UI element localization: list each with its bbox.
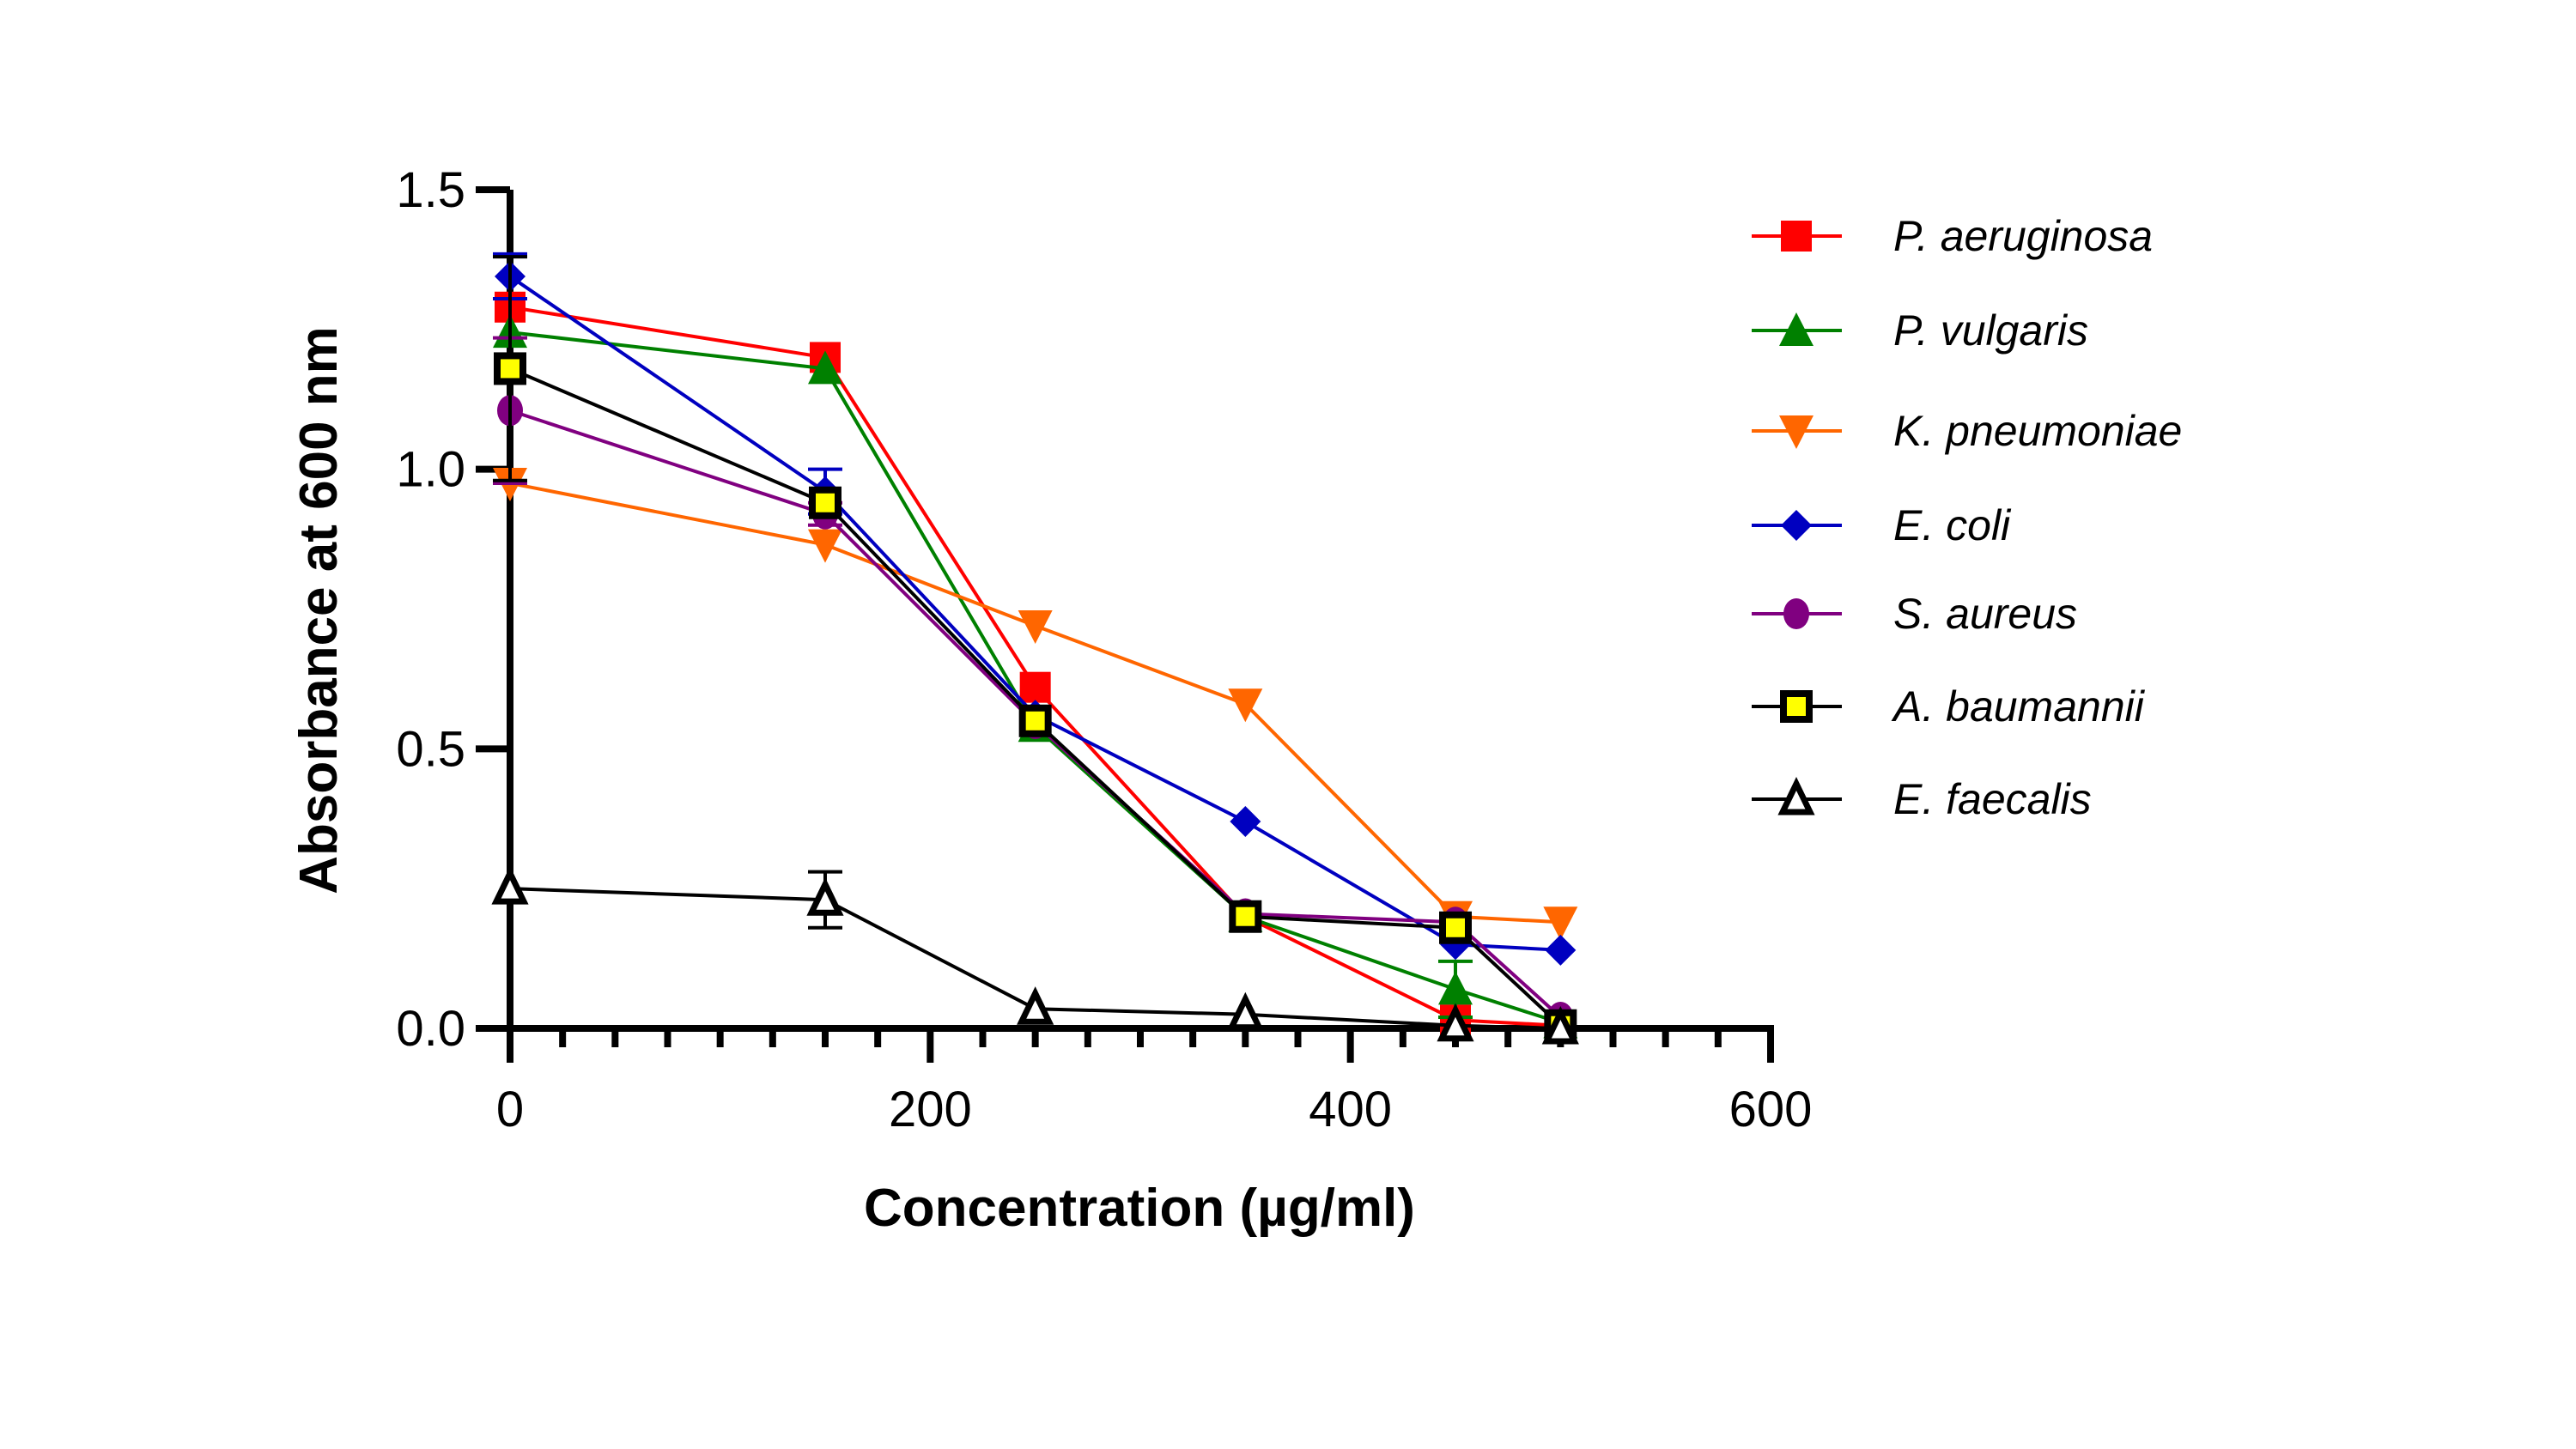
series-line [509, 367, 1562, 1028]
x-tick-label: 200 [889, 1082, 972, 1137]
legend-marker [1783, 598, 1809, 629]
legend-item: S. aureus [1752, 590, 2077, 638]
legend-marker [1777, 776, 1815, 815]
data-point [1437, 1003, 1474, 1042]
series-line [509, 330, 1561, 1025]
data-point [1439, 911, 1472, 944]
x-tick-label: 0 [496, 1082, 524, 1137]
legend-label: K. pneumoniae [1893, 407, 2182, 455]
data-point [808, 350, 842, 385]
data-point [1229, 900, 1262, 933]
legend-item: E. faecalis [1752, 775, 2092, 823]
legend-marker [1779, 415, 1814, 449]
x-tick-label: 600 [1729, 1082, 1813, 1137]
y-tick-label: 1.5 [396, 162, 465, 218]
data-point [1228, 688, 1263, 723]
data-point [494, 352, 526, 385]
legend-marker [1780, 690, 1813, 723]
data-point [809, 486, 841, 519]
legend-label: E. faecalis [1893, 775, 2092, 823]
series-line [509, 481, 1561, 925]
legend: P. aeruginosa P. vulgaris K. pneumoniae E. … [1752, 212, 2182, 823]
legend-label: P. vulgaris [1893, 306, 2088, 355]
legend-label: A. baumannii [1891, 682, 2146, 731]
data-point [1226, 991, 1264, 1031]
data-point [1543, 906, 1578, 941]
y-axis-title: Absorbance at 600 nm [289, 326, 349, 894]
legend-item: P. aeruginosa [1752, 212, 2153, 260]
x-axis-title: Concentration (µg/ml) [864, 1179, 1415, 1238]
series-layer [491, 252, 1579, 1045]
data-point [1545, 934, 1577, 966]
data-point [491, 866, 529, 905]
series-k-pneumoniae [493, 467, 1578, 941]
series-e-coli [493, 252, 1577, 966]
legend-label: S. aureus [1893, 590, 2077, 638]
data-point [1541, 1005, 1579, 1045]
data-point [808, 529, 842, 563]
legend-label: E. coli [1893, 501, 2012, 549]
legend-label: P. aeruginosa [1893, 212, 2153, 260]
y-tick-label: 0.5 [396, 721, 465, 777]
series-line [509, 305, 1561, 1028]
data-point [806, 877, 844, 916]
legend-item: P. vulgaris [1752, 306, 2088, 355]
data-point [1230, 806, 1261, 838]
series-line [509, 887, 1561, 1030]
y-tick-label: 1.0 [396, 442, 465, 498]
y-tick-label: 0.0 [396, 1001, 465, 1057]
legend-item: K. pneumoniae [1752, 407, 2182, 455]
legend-marker [1781, 510, 1812, 541]
series-p-aeruginosa [495, 291, 1577, 1041]
data-point [1018, 704, 1052, 737]
axes: 0.0 0.5 1.0 1.5 0 200 400 600 [396, 162, 1812, 1137]
legend-marker [1779, 312, 1814, 346]
data-point [1438, 971, 1473, 1005]
data-point [1018, 610, 1053, 645]
series-a-baumannii [493, 255, 1577, 1042]
x-tick-label: 400 [1309, 1082, 1392, 1137]
data-point [1019, 671, 1051, 703]
series-e-faecalis [491, 866, 1579, 1045]
legend-item: E. coli [1752, 501, 2012, 549]
legend-marker [1781, 221, 1812, 252]
data-point [1017, 986, 1054, 1025]
legend-item: A. baumannii [1752, 682, 2146, 731]
